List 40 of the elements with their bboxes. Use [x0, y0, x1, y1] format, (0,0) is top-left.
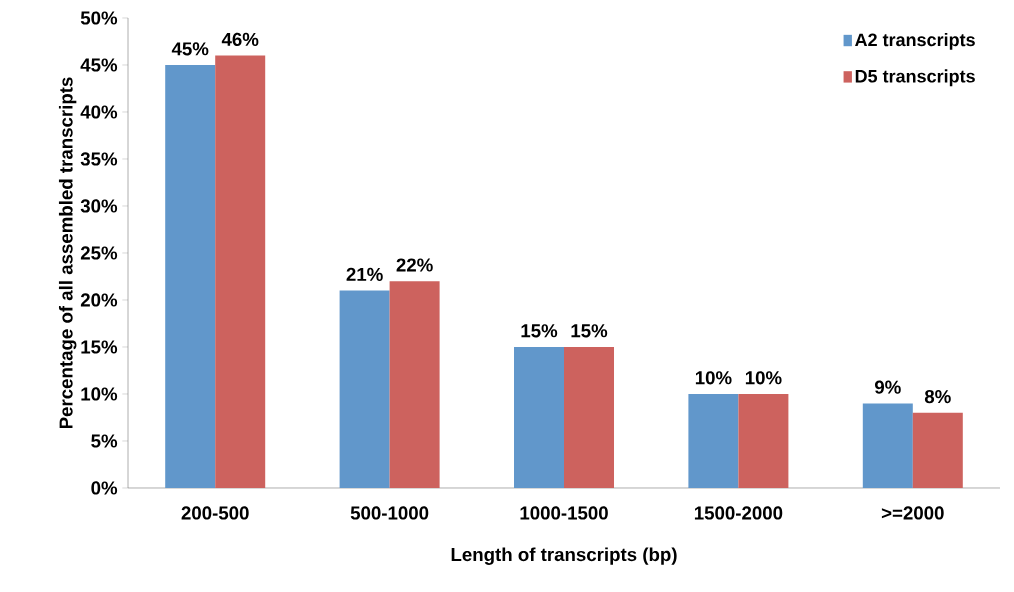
bar [862, 403, 913, 488]
y-axis-title: Percentage of all assembled transcripts [58, 77, 77, 429]
x-tick-label: 1500-2000 [694, 506, 783, 520]
data-label: 22% [396, 258, 433, 272]
y-tick-label: 10% [81, 387, 118, 401]
data-label: 15% [521, 324, 558, 338]
data-label: 15% [571, 324, 608, 338]
data-label: 10% [745, 371, 782, 385]
data-label: 21% [346, 267, 383, 281]
y-tick-label: 40% [80, 105, 118, 119]
y-tick-label: 20% [80, 293, 118, 307]
data-label: 10% [695, 371, 732, 385]
bar [688, 393, 739, 488]
y-tick-label: 45% [80, 58, 118, 72]
y-tick-label: 0% [91, 481, 118, 495]
data-label: 45% [171, 42, 209, 56]
x-tick-label: 200-500 [181, 506, 249, 520]
data-label: 46% [221, 32, 259, 46]
y-tick-label: 15% [81, 340, 118, 354]
bar [339, 290, 390, 488]
bar [738, 393, 789, 488]
bar [389, 281, 440, 488]
bar [514, 346, 564, 488]
bar [215, 55, 266, 488]
x-axis-title: Length of transcripts (bp) [451, 547, 677, 565]
y-tick-label: 5% [91, 434, 118, 448]
y-tick-label: 25% [80, 246, 118, 260]
legend-label: A2 transcripts [855, 33, 975, 50]
y-tick-label: 50% [80, 11, 118, 25]
bar [165, 65, 216, 488]
legend-label: D5 transcripts [855, 69, 975, 87]
y-tick-label: 35% [80, 152, 118, 166]
x-tick-label: >=2000 [881, 506, 944, 520]
bar [564, 346, 614, 488]
data-label: 8% [924, 389, 951, 404]
y-tick-label: 30% [80, 199, 118, 213]
data-label: 9% [874, 380, 901, 394]
x-tick-label: 1000-1500 [520, 506, 608, 520]
bar [912, 412, 963, 488]
x-tick-label: 500-1000 [350, 506, 429, 520]
